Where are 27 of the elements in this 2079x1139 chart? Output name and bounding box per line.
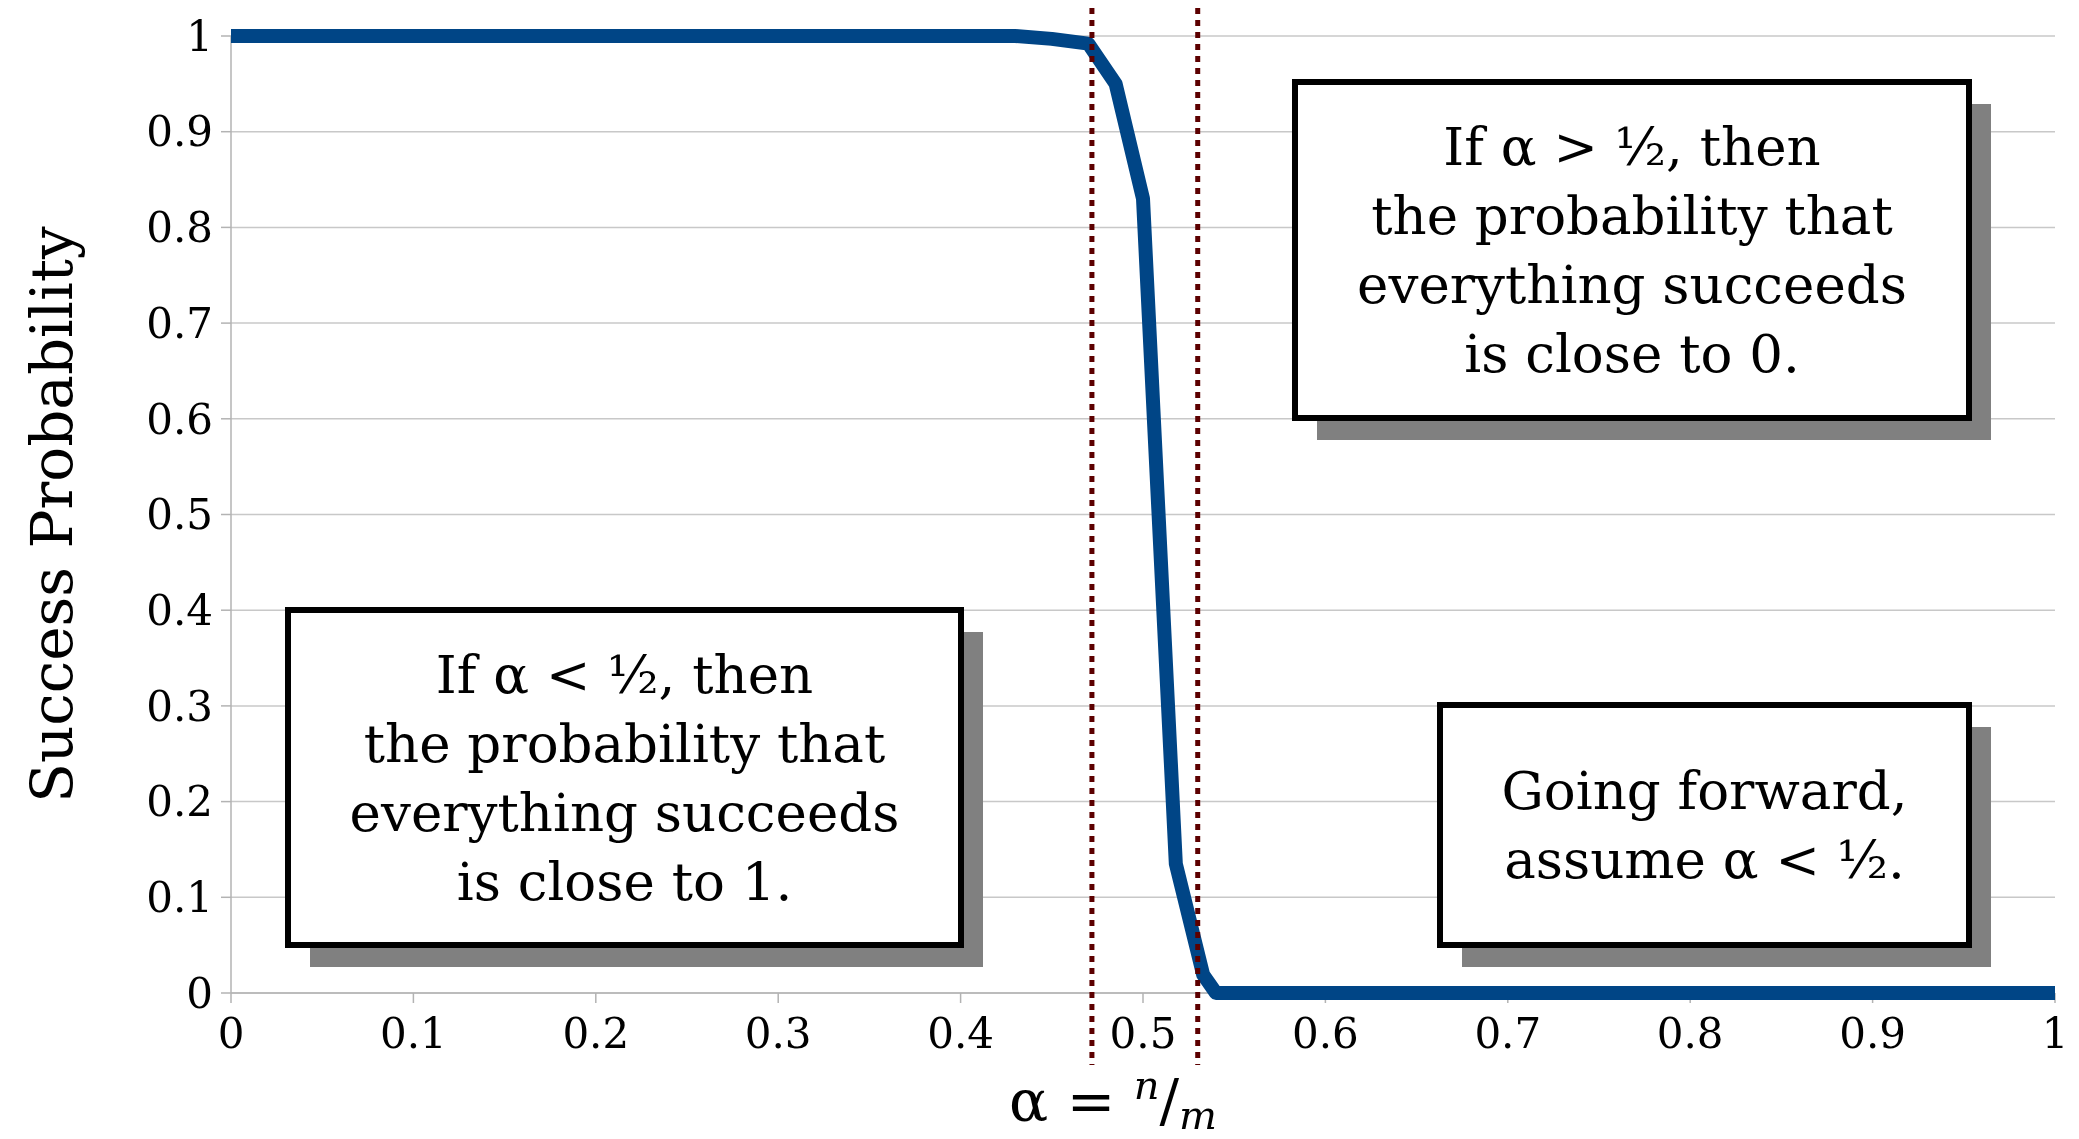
annotation: If α < ½, then the probability that everything succeeds is close to 1.	[349, 643, 900, 912]
x-tick-label: 0.2	[562, 1009, 630, 1058]
y-tick-label: 0.2	[146, 777, 213, 827]
annotation: Going forward, assume α < ½.	[1501, 760, 1908, 891]
x-tick-label: 0	[217, 1009, 245, 1058]
annotation: If α > ½, then the probability that everything succeeds is close to 0.	[1357, 116, 1907, 385]
x-tick-label: 0.8	[1656, 1009, 1724, 1058]
y-tick-label: 0.9	[146, 107, 213, 157]
x-axis-title: α = $^{n}$/$_{m}$	[1009, 1062, 1217, 1138]
x-tick-label: 0.4	[927, 1009, 994, 1058]
x-tick-label: 0.3	[744, 1009, 812, 1058]
x-tick-label: 1	[2041, 1009, 2069, 1058]
y-tick-label: 0.5	[146, 490, 213, 540]
y-tick-label: 0.8	[146, 203, 213, 253]
y-tick-label: 0.4	[146, 585, 213, 635]
y-tick-label: 0.7	[146, 298, 213, 348]
y-tick-label: 0.1	[146, 873, 213, 922]
x-tick-label: 0.7	[1474, 1009, 1542, 1058]
y-axis-title: Success Probability	[18, 225, 86, 803]
y-tick-label: 0.3	[146, 681, 213, 731]
y-tick-label: 0.6	[146, 394, 213, 444]
x-tick-label: 0.6	[1292, 1009, 1359, 1058]
x-tick-label: 0.5	[1109, 1009, 1177, 1058]
x-tick-label: 0.1	[380, 1009, 447, 1058]
y-tick-label: 0	[186, 968, 213, 1018]
x-tick-label: 0.9	[1839, 1009, 1906, 1058]
y-tick-label: 1	[186, 11, 213, 61]
